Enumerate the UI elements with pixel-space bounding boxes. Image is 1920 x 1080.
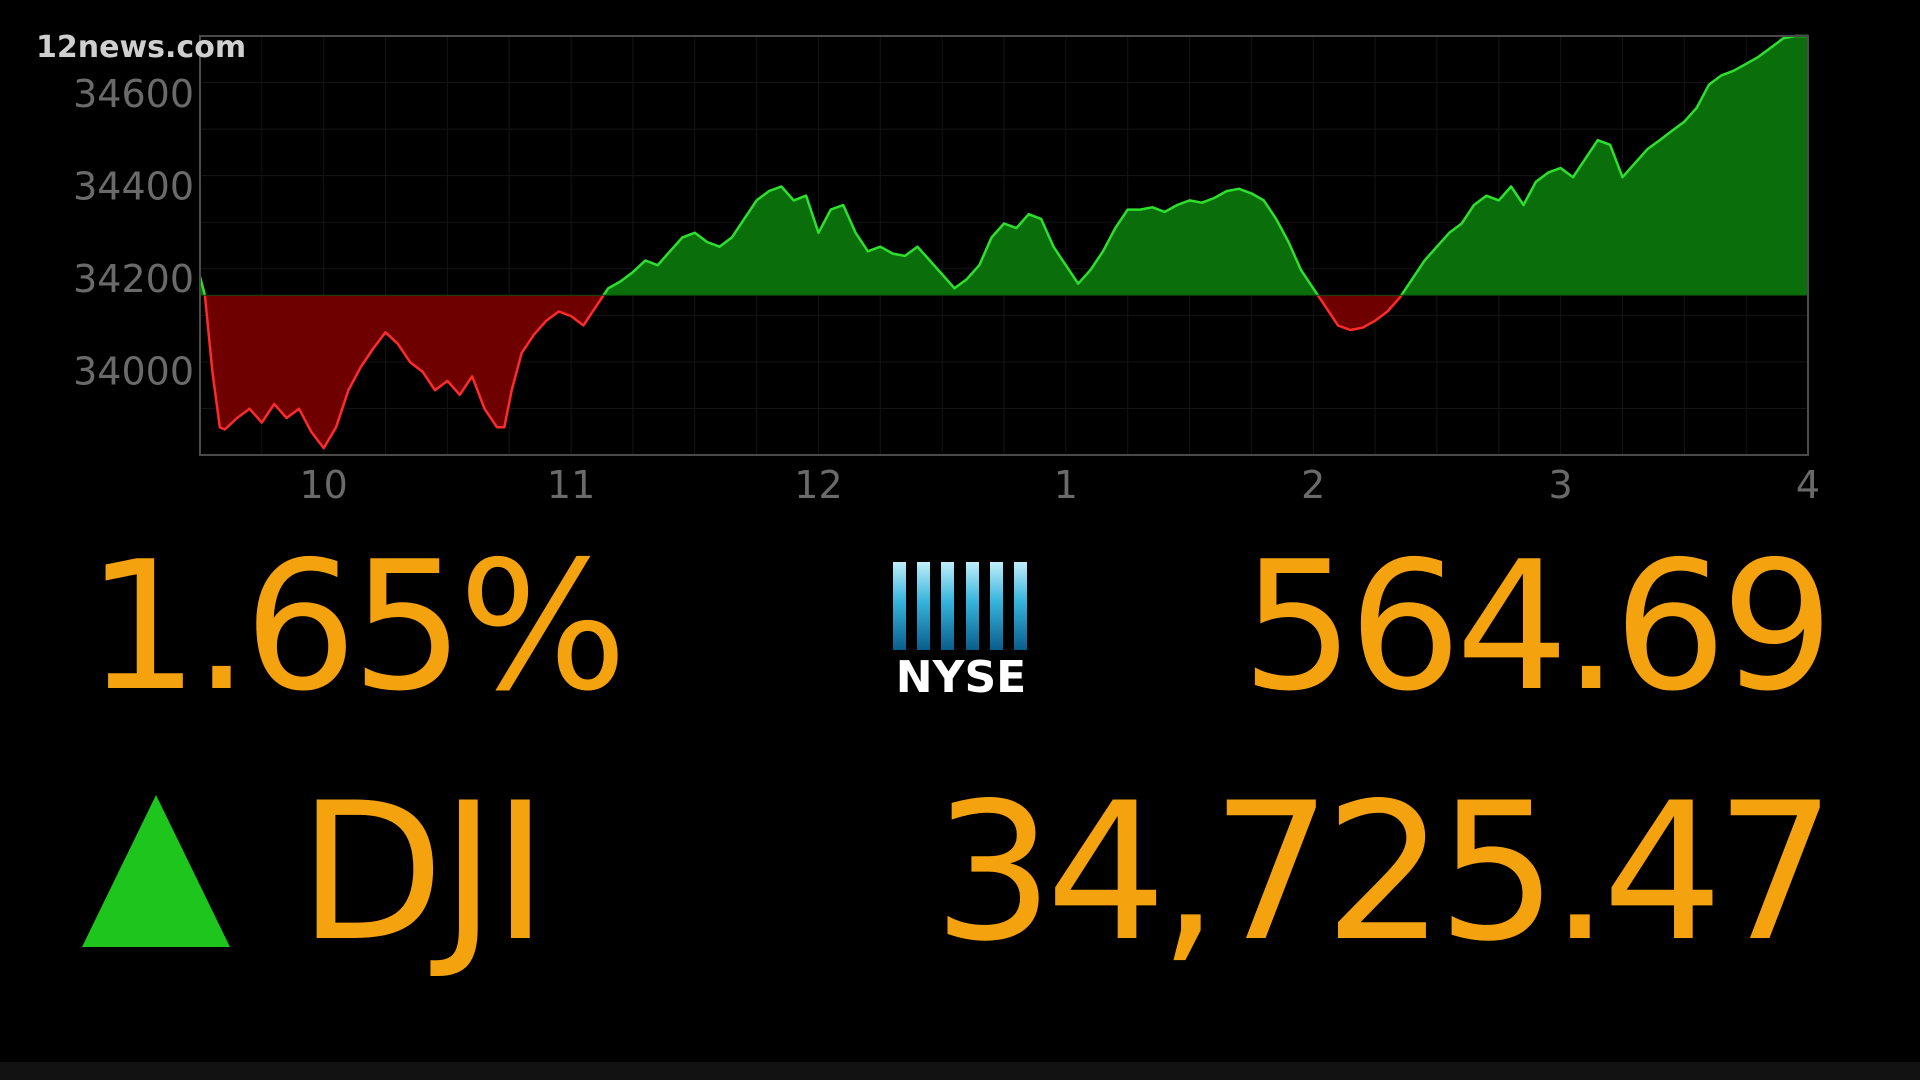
x-axis-ticks: 10 11 12 1 2 3 4 [300,463,1821,507]
plot-frame [199,35,1809,456]
loss-area [200,295,1808,449]
price-line [200,34,1808,296]
nyse-logo: NYSE [893,562,1029,703]
index-value: 34,725.47 [933,762,1836,983]
bottom-bar [0,1062,1920,1080]
nyse-logo-bar [893,562,906,650]
station-watermark: 12news.com [36,30,247,65]
y-tick-label: 34200 [73,257,194,301]
x-tick-label: 10 [300,463,348,507]
x-tick-label: 1 [1054,463,1078,507]
y-tick-label: 34400 [73,164,194,208]
percent-change: 1.65% [86,523,627,730]
x-tick-label: 12 [794,463,842,507]
nyse-logo-bar [1013,562,1027,650]
y-tick-label: 34600 [73,72,194,116]
nyse-logo-bar [941,562,955,650]
nyse-logo-text: NYSE [895,652,1027,703]
nyse-logo-bar [989,562,1003,650]
gain-area [200,36,1808,296]
y-tick-label: 34000 [73,350,194,394]
nyse-logo-bar [965,562,979,650]
x-tick-label: 2 [1301,463,1325,507]
x-tick-label: 4 [1796,463,1820,507]
nyse-logo-bar [917,562,931,650]
up-arrow-icon [82,795,230,947]
x-tick-label: 3 [1549,463,1573,507]
x-tick-label: 11 [547,463,595,507]
nyse-logo-bars [893,562,1027,650]
price-line-loss [203,295,1403,450]
point-change: 564.69 [1241,523,1834,730]
y-axis-ticks: 34000 34200 34400 34600 [73,72,194,394]
index-name: DJI [298,762,548,983]
